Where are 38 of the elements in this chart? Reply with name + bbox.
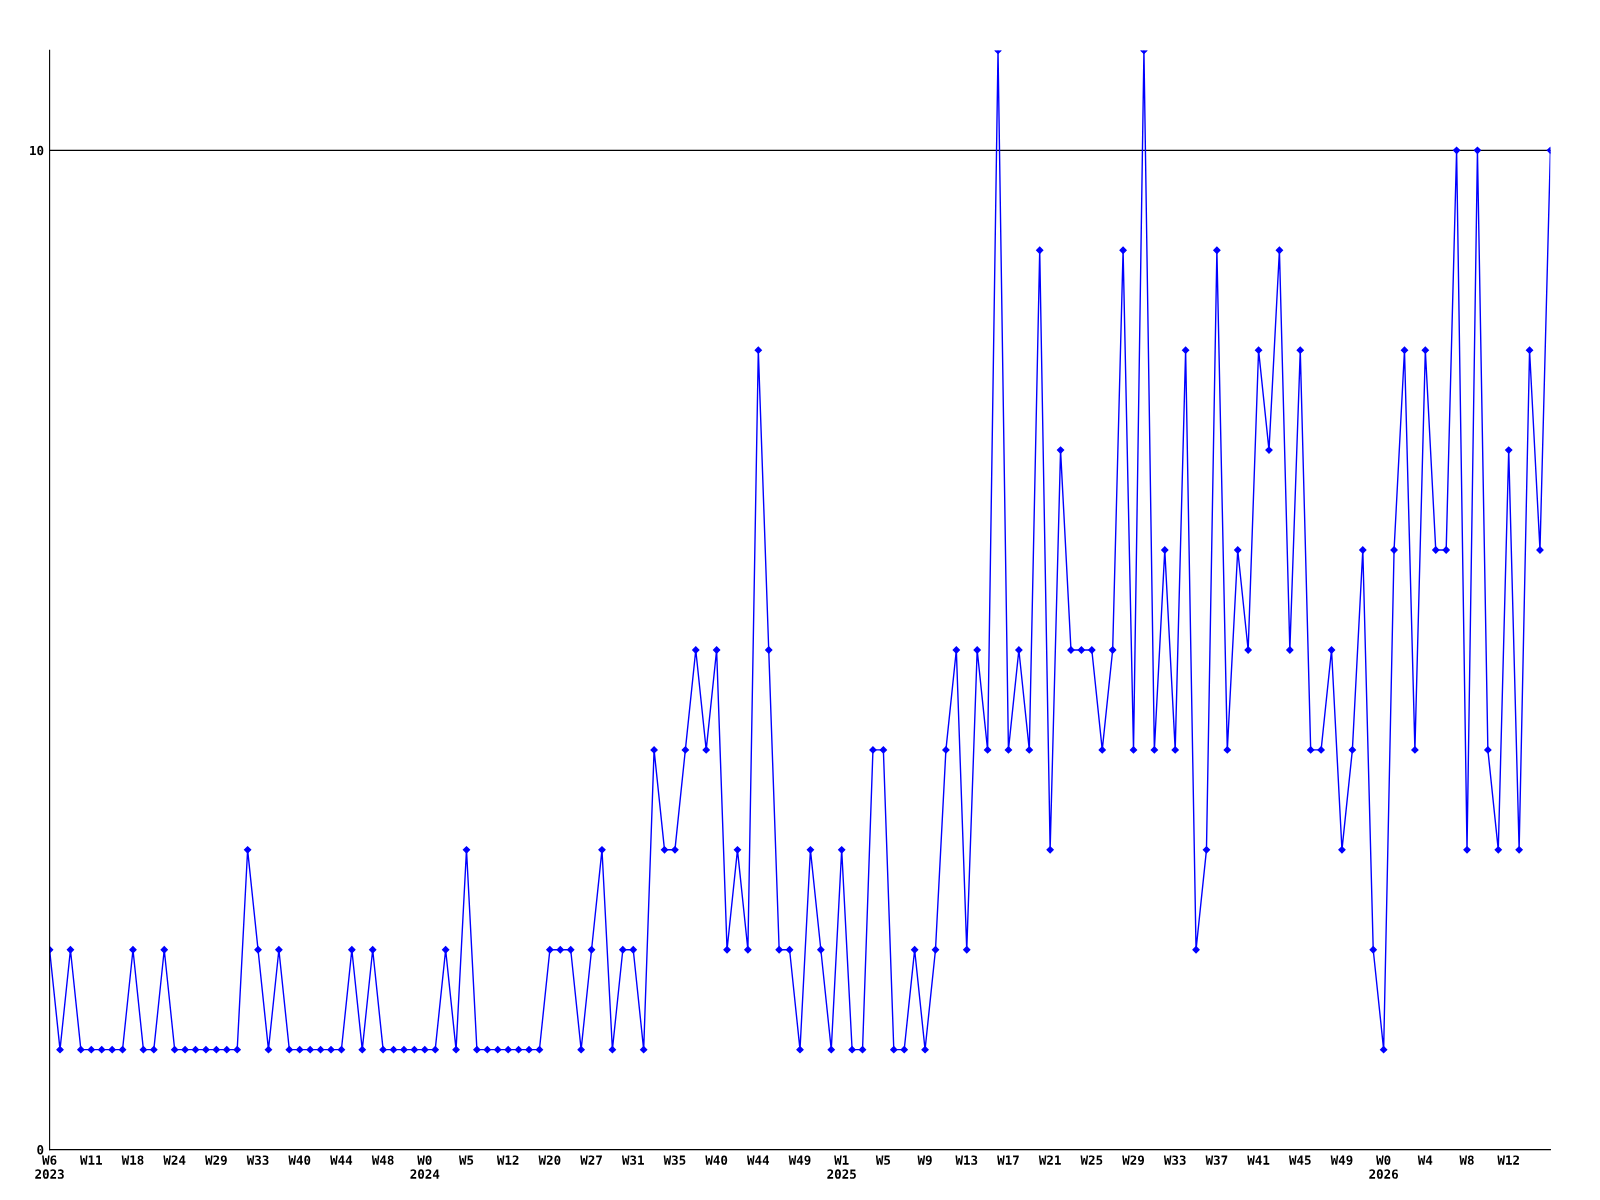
x-tick-label: W20 [538,1155,561,1165]
x-tick-label: W29 [205,1155,227,1165]
x-tick-label: W17 [997,1155,1019,1165]
x-tick-label: W49 [1330,1155,1353,1165]
y-tick-label: 10 [30,145,44,156]
y-tick-label: 0 [37,1145,44,1155]
x-tick-label: W12 [1497,1155,1519,1165]
x-tick-label: W24 [163,1155,186,1165]
x-tick-label: W5 [458,1155,474,1165]
x-tick-label: W8 [1459,1155,1474,1165]
x-tick-label: W27 [580,1155,602,1165]
x-tick-label: W33 [246,1155,269,1165]
x-tick-label: W6 2023 [35,1155,64,1179]
x-tick-label: W13 [955,1155,978,1165]
x-tick-label: W9 [917,1155,932,1165]
x-tick-label: W40 [288,1155,311,1165]
x-tick-label: W41 [1247,1155,1270,1165]
x-tick-label: W21 [1038,1155,1061,1165]
x-tick-label: W44 [330,1155,353,1165]
x-tick-label: W12 [496,1155,519,1165]
x-tick-label: W45 [1288,1155,1311,1165]
x-tick-label: W0 2026 [1369,1155,1399,1179]
x-tick-label: W4 [1417,1155,1433,1165]
x-tick-label: W0 2024 [410,1155,440,1179]
x-tick-label: W11 [80,1155,102,1165]
x-tick-label: W25 [1080,1155,1103,1165]
x-tick-label: W48 [371,1155,394,1165]
x-tick-label: W5 [875,1155,891,1165]
x-tick-label: W35 [663,1155,686,1165]
x-tick-label: W18 [121,1155,144,1165]
x-tick-label: W40 [705,1155,728,1165]
x-tick-label: W44 [747,1155,770,1165]
x-tick-label: W37 [1205,1155,1228,1165]
x-tick-label: W33 [1163,1155,1186,1165]
x-tick-label: W49 [788,1155,811,1165]
x-tick-label: W1 2025 [827,1155,856,1179]
x-tick-label: W29 [1122,1155,1144,1165]
x-tick-label: W31 [621,1155,644,1165]
